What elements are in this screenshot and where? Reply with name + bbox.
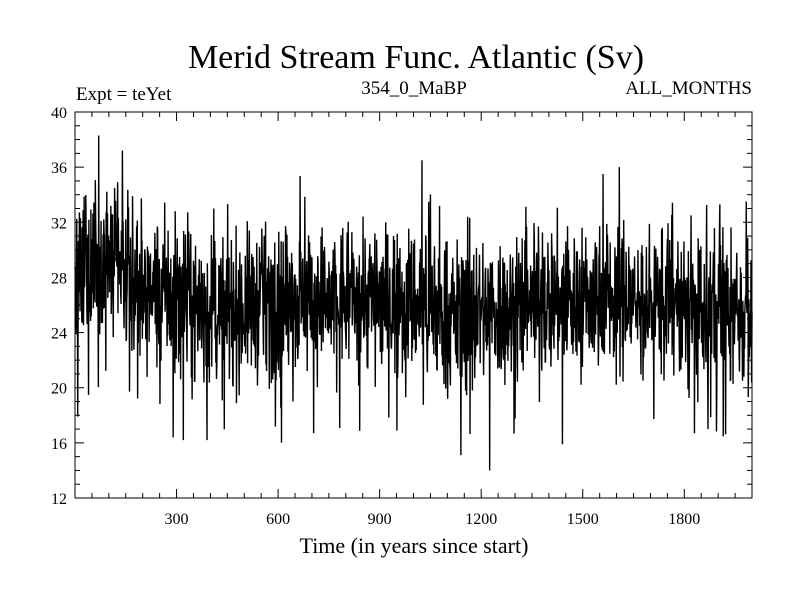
y-tick-label: 16 <box>51 436 67 453</box>
y-tick-label: 36 <box>51 160 67 177</box>
plot-frame <box>74 111 753 499</box>
y-tick-label: 32 <box>51 215 67 232</box>
series-layer <box>74 135 753 471</box>
x-tick-label: 1200 <box>465 511 497 528</box>
x-axis-label: Time (in years since start) <box>300 533 529 558</box>
series-line-atlantic-moc <box>74 135 753 471</box>
period-label: 354_0_MaBP <box>361 78 467 99</box>
y-tick-label: 40 <box>51 105 67 122</box>
experiment-label: Expt = teYet <box>76 84 172 105</box>
chart-title: Merid Stream Func. Atlantic (Sv) <box>188 39 644 76</box>
x-tick-label: 600 <box>266 511 290 528</box>
x-tick-label: 1800 <box>668 511 700 528</box>
y-tick-label: 28 <box>51 270 67 287</box>
axes-layer: 12 16 20 24 28 32 36 40 300 600 900 1200 1500 1800 <box>51 105 752 528</box>
x-tick-label: 900 <box>368 511 392 528</box>
x-tick-label: 300 <box>165 511 189 528</box>
y-tick-label: 12 <box>51 491 67 508</box>
x-tick-label: 1500 <box>567 511 599 528</box>
y-tick-label: 24 <box>51 326 67 343</box>
months-label: ALL_MONTHS <box>625 78 752 99</box>
y-tick-label: 20 <box>51 381 67 398</box>
